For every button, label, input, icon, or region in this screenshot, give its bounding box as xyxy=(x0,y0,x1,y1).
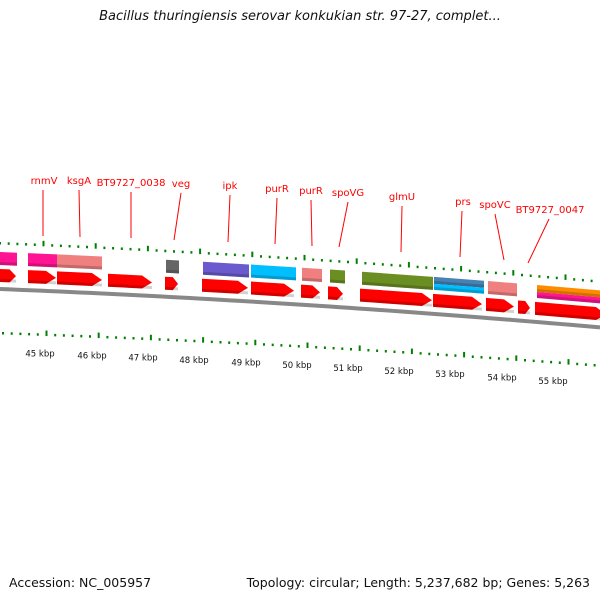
gene-label[interactable]: ksgA xyxy=(67,176,91,187)
backbone-line xyxy=(0,287,600,330)
kbp-label: 55 kbp xyxy=(538,377,567,387)
gene-label[interactable]: veg xyxy=(172,179,190,190)
cds-arrow[interactable] xyxy=(486,297,514,313)
cds-arrow[interactable] xyxy=(0,269,16,283)
cds-arrow-shade xyxy=(433,303,482,311)
feature-box[interactable] xyxy=(0,252,17,266)
gene-label[interactable]: spoVG xyxy=(332,188,364,199)
cds-arrow-shade xyxy=(360,298,432,307)
kbp-label: 48 kbp xyxy=(179,356,208,366)
feature-box-shade xyxy=(434,286,484,294)
kbp-label: 50 kbp xyxy=(282,361,311,371)
gene-label-line xyxy=(227,194,231,243)
feature-box-shade xyxy=(537,289,600,298)
feature-box[interactable] xyxy=(537,285,600,298)
gene-label[interactable]: spoVC xyxy=(479,200,511,211)
feature-box[interactable] xyxy=(166,259,179,274)
kbp-label: 52 kbp xyxy=(384,367,413,377)
cds-arrow[interactable] xyxy=(251,281,294,297)
gene-label-line xyxy=(173,192,182,241)
cds-arrow-shade xyxy=(0,279,16,283)
feature-box-shade xyxy=(166,269,179,274)
feature-box[interactable] xyxy=(203,261,249,278)
gene-label[interactable]: prs xyxy=(455,197,471,208)
cds-arrow[interactable] xyxy=(518,300,530,315)
cds-arrow[interactable] xyxy=(108,273,152,289)
cds-arrow-shade xyxy=(28,280,56,285)
cds-arrow-shade xyxy=(202,288,248,295)
gene-label-line xyxy=(400,205,403,253)
cds-arrow-shade xyxy=(486,307,514,314)
gene-label-line xyxy=(338,201,349,248)
cds-arrow-shade xyxy=(251,291,294,298)
feature-box-shade xyxy=(434,280,484,288)
cds-arrow-shade xyxy=(108,283,152,290)
kbp-label: 45 kbp xyxy=(25,349,54,359)
cds-arrow-shade xyxy=(301,294,320,299)
feature-box[interactable] xyxy=(537,292,600,304)
kbp-label: 46 kbp xyxy=(77,351,106,361)
feature-box-shade xyxy=(330,279,345,284)
gene-label[interactable]: ipk xyxy=(223,181,238,192)
cds-arrow-shade xyxy=(57,281,102,287)
feature-box-shade xyxy=(28,263,57,268)
gene-label[interactable]: BT9727_0038 xyxy=(97,178,166,189)
gene-label[interactable]: purR xyxy=(265,184,289,195)
cds-arrow[interactable] xyxy=(57,271,102,287)
gene-label-line xyxy=(274,197,278,245)
gene-label-line xyxy=(459,210,463,258)
cds-arrow[interactable] xyxy=(360,288,432,307)
kbp-label: 54 kbp xyxy=(487,374,516,384)
feature-box[interactable] xyxy=(302,267,322,283)
feature-box-shade xyxy=(203,271,249,278)
map-title: Bacillus thuringiensis serovar konkukian… xyxy=(99,9,501,24)
genome-summary-text: Topology: circular; Length: 5,237,682 bp… xyxy=(246,575,590,590)
gene-label-line xyxy=(527,218,550,264)
feature-box-shade xyxy=(362,281,433,290)
kbp-label: 53 kbp xyxy=(435,370,464,380)
gene-label[interactable]: purR xyxy=(299,186,323,197)
feature-box-shade xyxy=(251,274,296,281)
kbp-label: 49 kbp xyxy=(231,358,260,368)
gene-label-line xyxy=(310,199,313,247)
cds-arrow[interactable] xyxy=(165,276,178,291)
feature-box-shade xyxy=(57,264,102,270)
feature-box-shade xyxy=(537,295,600,304)
feature-box[interactable] xyxy=(330,269,345,284)
cds-arrow[interactable] xyxy=(433,293,482,310)
cds-arrow-shade xyxy=(165,286,178,291)
feature-box[interactable] xyxy=(362,271,433,290)
feature-box-shade xyxy=(302,277,322,283)
feature-box[interactable] xyxy=(488,281,517,297)
gene-label[interactable]: BT9727_0047 xyxy=(516,205,585,216)
cds-arrow-shade xyxy=(328,296,343,301)
gene-label-line xyxy=(494,213,505,261)
cds-arrow[interactable] xyxy=(301,284,320,299)
feature-box[interactable] xyxy=(251,264,296,281)
cds-arrow-shade xyxy=(535,311,600,321)
feature-box[interactable] xyxy=(57,254,102,270)
cds-arrow[interactable] xyxy=(328,286,343,301)
kbp-label: 47 kbp xyxy=(128,354,157,364)
cds-arrow[interactable] xyxy=(28,270,56,284)
cds-arrow[interactable] xyxy=(202,278,248,294)
feature-box[interactable] xyxy=(434,276,484,288)
feature-box-shade xyxy=(488,291,517,297)
kbp-label: 51 kbp xyxy=(333,364,362,374)
accession-text: Accession: NC_005957 xyxy=(9,575,152,590)
gene-label[interactable]: rnmV xyxy=(31,176,58,187)
feature-box-shade xyxy=(0,262,17,266)
gene-label[interactable]: glmU xyxy=(389,192,415,203)
feature-box[interactable] xyxy=(28,253,57,268)
feature-box[interactable] xyxy=(434,283,484,294)
gene-label-line xyxy=(78,189,81,238)
cds-arrow-shade xyxy=(518,310,530,315)
cds-arrow[interactable] xyxy=(535,301,600,321)
